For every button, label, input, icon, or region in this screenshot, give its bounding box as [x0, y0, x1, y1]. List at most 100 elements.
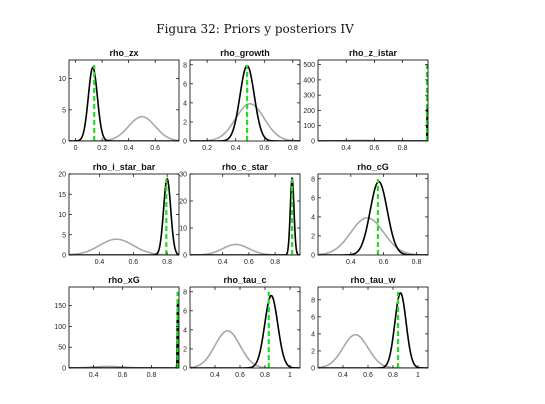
- x-tick-label: 0: [74, 145, 78, 152]
- y-tick-label: 0: [62, 366, 66, 373]
- axes-frame: [189, 286, 301, 369]
- y-tick-label: 8: [311, 176, 315, 183]
- y-tick-label: 6: [183, 308, 187, 315]
- posterior-density-line: [190, 64, 300, 141]
- y-tick-label: 0: [183, 366, 187, 373]
- y-tick-label: 8: [183, 62, 187, 69]
- x-tick-label: 0.4: [346, 259, 356, 266]
- subplot-title: rho_z_istar: [349, 48, 398, 58]
- subplot-rho-cG: rho_cG 0.4 0.6 0.8 0 2 4 6 8: [311, 162, 429, 266]
- subplot-rho-growth: rho_growth 0.2 0.4 0.6 0.8 0 2 4 6 8: [183, 48, 301, 152]
- x-tick-label: 0.8: [147, 372, 157, 379]
- x-tick-label: 0.6: [150, 145, 160, 152]
- y-tick-label: 6: [311, 195, 315, 202]
- x-tick-label: 0.6: [259, 145, 269, 152]
- y-tick-label: 100: [54, 324, 66, 331]
- y-tick-label: 100: [303, 123, 315, 130]
- y-tick-label: 6: [311, 314, 315, 321]
- axes-frame: [317, 173, 429, 256]
- y-tick-label: 150: [54, 303, 66, 310]
- y-tick-label: 5: [62, 107, 66, 114]
- x-tick-label: 1: [288, 372, 292, 379]
- y-tick-label: 2: [183, 346, 187, 353]
- prior-density-line: [190, 330, 300, 368]
- subplot-rho-zx: rho_zx 0 0.2 0.4 0.6 0 5 10: [58, 48, 180, 152]
- subplot-rho-z-istar: rho_z_istar 0.4 0.6 0.8 0 100 200 300 400 500: [303, 48, 429, 152]
- figure-title: Figura 32: Priors y posteriors IV: [156, 22, 354, 36]
- subplot-title: rho_growth: [220, 48, 270, 58]
- x-tick-label: 0.6: [128, 259, 138, 266]
- y-tick-label: 0: [311, 139, 315, 146]
- x-tick-label: 0.4: [231, 145, 241, 152]
- y-tick-label: 0: [311, 253, 315, 260]
- posterior-density-line: [318, 180, 428, 255]
- x-tick-label: 0.8: [260, 372, 270, 379]
- y-tick-label: 500: [303, 62, 315, 69]
- axes-frame: [189, 173, 301, 256]
- subplot-rho-tau-c: rho_tau_c 0.4 0.6 0.8 1 0 2 4 6 8: [183, 275, 301, 379]
- y-tick-label: 2: [311, 348, 315, 355]
- x-tick-label: 0.8: [412, 259, 422, 266]
- x-tick-label: 0.8: [398, 145, 408, 152]
- subplot-rho-c-star: rho_c_star 0.4 0.6 0.8 0 10 20 30: [179, 162, 301, 266]
- prior-density-line: [318, 333, 428, 368]
- axes-frame: [317, 59, 429, 142]
- axes-frame: [317, 286, 429, 369]
- subplot-title: rho_cG: [357, 162, 389, 172]
- y-tick-label: 2: [183, 119, 187, 126]
- posterior-density-line: [69, 177, 179, 255]
- x-tick-label: 0.6: [235, 372, 245, 379]
- subplot-title: rho_xG: [108, 275, 140, 285]
- x-tick-label: 0.6: [363, 372, 373, 379]
- x-tick-label: 0.4: [124, 145, 134, 152]
- y-tick-label: 4: [311, 214, 315, 221]
- subplot-title: rho_i_star_bar: [93, 162, 156, 172]
- x-tick-label: 0.4: [341, 145, 351, 152]
- y-tick-label: 300: [303, 93, 315, 100]
- y-tick-label: 2: [311, 233, 315, 240]
- y-tick-label: 6: [183, 81, 187, 88]
- y-tick-label: 400: [303, 77, 315, 84]
- posterior-density-line: [318, 104, 428, 141]
- y-tick-label: 15: [58, 192, 66, 199]
- subplot-title: rho_zx: [109, 48, 138, 58]
- axes-frame: [68, 59, 180, 142]
- x-tick-label: 0.4: [218, 259, 228, 266]
- y-tick-label: 4: [311, 331, 315, 338]
- x-tick-label: 0.8: [162, 259, 172, 266]
- posterior-density-line: [69, 302, 179, 368]
- y-tick-label: 10: [58, 76, 66, 83]
- x-tick-label: 0.6: [244, 259, 254, 266]
- posterior-density-line: [318, 292, 428, 368]
- y-tick-label: 200: [303, 108, 315, 115]
- y-tick-label: 0: [183, 253, 187, 260]
- x-tick-label: 0.4: [95, 259, 105, 266]
- prior-density-line: [318, 217, 428, 255]
- prior-density-line: [190, 243, 300, 255]
- x-tick-label: 0.2: [97, 145, 107, 152]
- subplot-rho-xG: rho_xG 0.4 0.6 0.8 0 50 100 150: [54, 275, 180, 379]
- posterior-density-line: [190, 177, 300, 255]
- subplot-title: rho_tau_w: [350, 275, 396, 285]
- subplot-rho-tau-w: rho_tau_w 0.4 0.6 0.8 1 0 2 4 6 8: [311, 275, 429, 379]
- prior-density-line: [190, 103, 300, 141]
- x-tick-label: 0.8: [270, 259, 280, 266]
- y-tick-label: 20: [58, 172, 66, 179]
- x-tick-label: 0.8: [388, 372, 398, 379]
- y-tick-label: 30: [179, 172, 187, 179]
- x-tick-label: 1: [416, 372, 420, 379]
- posterior-density-line: [190, 294, 300, 368]
- y-tick-label: 50: [58, 345, 66, 352]
- y-tick-label: 4: [183, 327, 187, 334]
- y-tick-label: 10: [58, 212, 66, 219]
- x-tick-label: 0.6: [118, 372, 128, 379]
- x-tick-label: 0.4: [89, 372, 99, 379]
- posterior-density-line: [69, 66, 179, 141]
- y-tick-label: 0: [62, 139, 66, 146]
- y-tick-label: 0: [62, 253, 66, 260]
- x-tick-label: 0.2: [202, 145, 212, 152]
- y-tick-label: 10: [179, 226, 187, 233]
- y-tick-label: 20: [179, 199, 187, 206]
- subplot-title: rho_c_star: [222, 162, 269, 172]
